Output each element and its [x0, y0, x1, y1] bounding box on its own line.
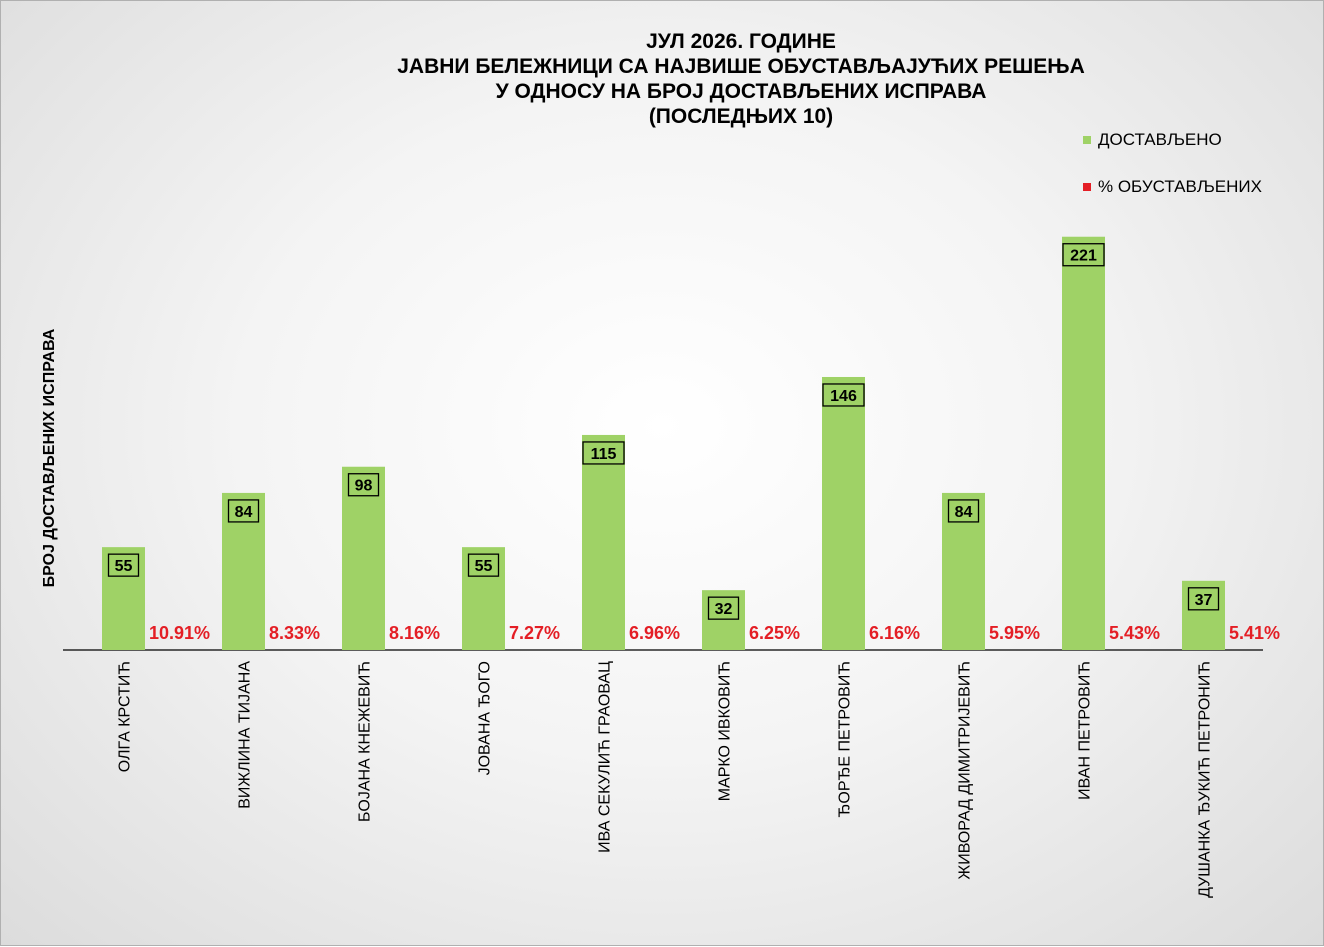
percent-label: 5.95%	[989, 623, 1040, 643]
bar-delivered	[942, 492, 985, 650]
bar-delivered	[1182, 580, 1225, 650]
bar-delivered	[582, 434, 625, 650]
bar-value-label: 221	[1070, 248, 1097, 265]
percent-label: 7.27%	[509, 623, 560, 643]
bar-value-label: 115	[591, 446, 617, 463]
bar-value-label: 55	[475, 558, 493, 575]
chart-title: ЈУЛ 2026. ГОДИНЕ ЈАВНИ БЕЛЕЖНИЦИ СА НАЈВ…	[281, 29, 1201, 129]
bar-delivered	[1062, 236, 1105, 651]
legend-item-delivered: ДОСТАВЉЕНО	[1083, 130, 1222, 150]
bar-value-label: 55	[115, 558, 133, 575]
legend-swatch-red	[1083, 183, 1091, 191]
bar-value-label: 84	[235, 504, 253, 521]
bar-value-box	[467, 553, 500, 577]
bar-value-box	[822, 383, 865, 407]
bar-value-box	[1187, 587, 1220, 611]
bar-value-box	[1062, 243, 1105, 267]
bar-value-label: 32	[715, 601, 733, 618]
bar-value-label: 37	[1195, 592, 1213, 609]
bar-value-box	[347, 473, 380, 497]
bar-delivered	[822, 376, 865, 650]
bar-value-box	[707, 596, 740, 620]
bar-value-box	[107, 553, 140, 577]
percent-label: 8.16%	[389, 623, 440, 643]
bar-value-label: 98	[355, 478, 373, 495]
title-line: (ПОСЛЕДЊИХ 10)	[648, 105, 834, 128]
category-tick-label: ИВАН ПЕТРОВИЋ	[1077, 661, 1094, 800]
bar-delivered	[342, 466, 385, 650]
bar-value-box	[947, 499, 980, 523]
percent-label: 8.33%	[269, 623, 320, 643]
title-line: ЈУЛ 2026. ГОДИНЕ	[646, 30, 836, 53]
category-tick-label: ВИЖЛИНА ТИЈАНА	[237, 661, 254, 809]
category-tick-label: МАРКО ИВКОВИЋ	[717, 661, 734, 801]
category-tick-label: ЂОРЂЕ ПЕТРОВИЋ	[837, 661, 854, 817]
percent-label: 5.43%	[1109, 623, 1160, 643]
legend-item-suspended-percent: % ОБУСТАВЉЕНИХ	[1083, 177, 1262, 197]
legend-label: % ОБУСТАВЉЕНИХ	[1098, 177, 1262, 196]
bar-delivered	[222, 492, 265, 650]
bar-delivered	[102, 547, 145, 650]
bar-value-box	[227, 499, 260, 523]
legend-label: ДОСТАВЉЕНО	[1098, 130, 1222, 149]
bar-value-box	[582, 441, 625, 465]
percent-label: 5.41%	[1229, 623, 1280, 643]
category-tick-label: ИВА СЕКУЛИЋ ГРАОВАЦ	[597, 661, 614, 853]
percent-label: 6.25%	[749, 623, 800, 643]
bar-delivered	[702, 590, 745, 650]
category-tick-label: ЖИВОРАД ДИМИТРИЈЕВИЋ	[957, 661, 974, 880]
title-line: У ОДНОСУ НА БРОЈ ДОСТАВЉЕНИХ ИСПРАВА	[495, 80, 987, 103]
category-tick-label: БОЈАНА КНЕЖЕВИЋ	[357, 661, 374, 822]
percent-label: 6.16%	[869, 623, 920, 643]
title-line: ЈАВНИ БЕЛЕЖНИЦИ СА НАЈВИШЕ ОБУСТАВЉАЈУЋИ…	[397, 55, 1085, 78]
percent-label: 10.91%	[149, 623, 210, 643]
category-tick-label: ДУШАНКА ЂУКИЋ ПЕТРОНИЋ	[1197, 661, 1214, 898]
percent-label: 6.96%	[629, 623, 680, 643]
category-tick-label: ОЛГА КРСТИЋ	[117, 661, 134, 772]
bar-delivered	[462, 547, 505, 650]
bar-value-label: 84	[955, 504, 973, 521]
bar-value-label: 146	[830, 388, 857, 405]
category-tick-label: ЈОВАНА ЂОГО	[477, 661, 494, 775]
legend-swatch-green	[1083, 136, 1091, 144]
